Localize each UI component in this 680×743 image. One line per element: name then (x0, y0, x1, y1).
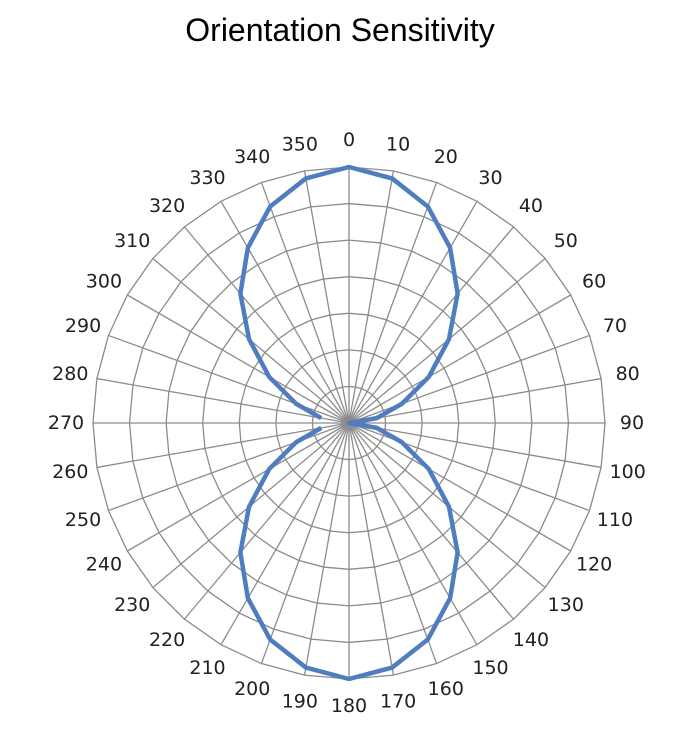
angle-label: 300 (86, 271, 122, 293)
angle-label: 150 (472, 657, 508, 679)
polar-grid (92, 166, 606, 680)
angle-label: 160 (428, 678, 464, 700)
grid-spoke (348, 422, 478, 646)
angle-label: 220 (149, 629, 185, 651)
grid-spoke (348, 422, 438, 664)
angle-label: 70 (603, 315, 627, 337)
grid-spoke (348, 170, 395, 424)
angle-label: 240 (86, 554, 122, 576)
angle-label: 210 (189, 657, 225, 679)
angle-label: 100 (610, 461, 646, 483)
angle-label: 20 (434, 146, 458, 168)
chart-title: Orientation Sensitivity (185, 12, 495, 48)
grid-spoke (126, 294, 350, 424)
grid-spoke (108, 334, 350, 424)
angle-label: 140 (513, 629, 549, 651)
grid-spoke (348, 200, 478, 424)
angle-label: 350 (282, 133, 318, 155)
grid-spoke (260, 422, 350, 664)
grid-spoke (303, 422, 350, 676)
angle-label: 230 (114, 594, 150, 616)
angle-label: 270 (48, 412, 84, 434)
angle-label: 10 (386, 133, 410, 155)
grid-spoke (348, 334, 590, 424)
grid-spoke (126, 422, 350, 552)
angle-label: 80 (616, 363, 640, 385)
angle-label: 280 (52, 363, 88, 385)
grid-spoke (348, 422, 515, 620)
grid-spoke (220, 422, 350, 646)
angle-label: 200 (234, 678, 270, 700)
grid-spoke (108, 422, 350, 512)
grid-spoke (348, 226, 515, 424)
series-line (238, 164, 460, 682)
grid-spoke (183, 422, 350, 620)
angle-label: 180 (331, 695, 367, 717)
grid-spoke (220, 200, 350, 424)
grid-spoke (348, 377, 602, 424)
angle-label: 110 (597, 509, 633, 531)
data-series (238, 164, 460, 682)
angle-label: 50 (554, 230, 578, 252)
grid-spoke (348, 422, 590, 512)
grid-spoke (348, 422, 602, 469)
grid-spoke (348, 294, 572, 424)
grid-spoke (96, 422, 350, 469)
angle-label: 130 (548, 594, 584, 616)
grid-spoke (303, 170, 350, 424)
angle-label: 0 (343, 129, 355, 151)
grid-spoke (183, 226, 350, 424)
angle-label: 320 (149, 195, 185, 217)
grid-spoke (96, 377, 350, 424)
grid-spoke (348, 422, 572, 552)
grid-spoke (260, 182, 350, 424)
angle-label: 120 (576, 554, 612, 576)
angle-label: 40 (519, 195, 543, 217)
angle-label: 90 (620, 412, 644, 434)
angle-label: 330 (189, 167, 225, 189)
grid-spoke (348, 422, 395, 676)
angle-label: 290 (65, 315, 101, 337)
angle-label: 260 (52, 461, 88, 483)
angle-label: 310 (114, 230, 150, 252)
angle-label: 60 (582, 271, 606, 293)
angle-label: 190 (282, 691, 318, 713)
grid-spoke (348, 182, 438, 424)
angle-label: 30 (478, 167, 502, 189)
angle-label: 250 (65, 509, 101, 531)
angle-label: 170 (380, 691, 416, 713)
angle-label: 340 (234, 146, 270, 168)
